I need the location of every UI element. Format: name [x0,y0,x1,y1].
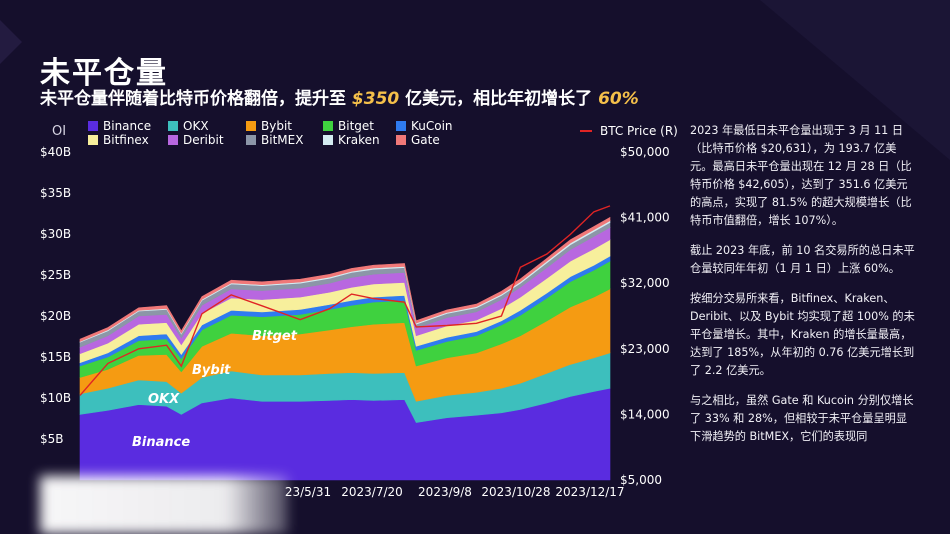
legend-swatch [88,135,98,145]
legend-swatch [246,121,256,131]
legend-item-binance: Binance [88,119,168,133]
legend-swatch [323,121,333,131]
y-right-tick-label: $23,000 [620,342,670,356]
legend-swatch [396,121,406,131]
legend-item-bitfinex: Bitfinex [88,133,168,147]
btc-legend-label: BTC Price (R) [600,124,678,138]
legend-swatch [168,121,178,131]
y-left-tick-label: $5B [40,432,64,446]
legend-label: Gate [411,133,440,147]
y-axis-left-label: OI [52,124,67,139]
btc-price-line [79,205,611,396]
legend-swatch [323,135,333,145]
y-left-tick-label: $20B [40,309,71,323]
series-label-bitget: Bitget [252,329,298,344]
legend-item-deribit: Deribit [168,133,246,147]
series-label-bybit: Bybit [192,363,231,378]
area-series-gate [79,216,611,343]
x-tick-label: 2023/9/8 [418,485,472,499]
commentary-paragraph: 截止 2023 年底，前 10 名交易所的总日未平仓量较同年年初（1 月 1 日… [690,244,915,275]
legend-label: OKX [183,119,209,133]
subtitle-text-2: 亿美元，相比年初增长了 [399,89,599,109]
y-left-tick-label: $30B [40,227,71,241]
y-right-tick-label: $14,000 [620,407,670,421]
legend-label: Deribit [183,133,224,147]
commentary-paragraph: 2023 年最低日未平仓量出现于 3 月 11 日（比特币价格 $20,631）… [690,124,912,227]
y-right-tick-label: $5,000 [620,473,662,487]
commentary-paragraph: 与之相比，虽然 Gate 和 Kucoin 分别仅增长了 33% 和 28%，但… [690,394,914,443]
y-right-tick-label: $32,000 [620,276,670,290]
subtitle-text-1: 未平仓量伴随着比特币价格翻倍，提升至 [40,89,352,109]
legend-swatch [168,135,178,145]
chart-legend: Binance OKX Bybit Bitget KuCoin Bitfinex Derib… [88,119,488,147]
legend-item-bitmex: BitMEX [246,133,323,147]
y-left-tick-label: $35B [40,186,71,200]
legend-label: Bitget [338,119,374,133]
commentary-paragraph: 按细分交易所来看，Bitfinex、Kraken、Deribit、以及 Bybi… [690,292,915,377]
legend-label: KuCoin [411,119,453,133]
subtitle-highlight-value: $350 [351,89,400,109]
y-left-tick-label: $25B [40,268,71,282]
legend-item-bitget: Bitget [323,119,396,133]
legend-item-kraken: Kraken [323,133,396,147]
legend-label: BitMEX [261,133,304,147]
legend-item-gate: Gate [396,133,476,147]
series-label-okx: OKX [148,392,180,407]
legend-swatch [246,135,256,145]
legend-label: Binance [103,119,152,133]
page-subtitle: 未平仓量伴随着比特币价格翻倍，提升至 $350 亿美元，相比年初增长了 60% [40,84,639,109]
y-left-tick-label: $10B [40,391,71,405]
series-label-binance: Binance [132,435,190,450]
legend-label: Bitfinex [103,133,149,147]
y-right-tick-label: $50,000 [620,145,670,159]
x-tick-label: 2023/10/28 [481,485,550,499]
subtitle-highlight-percent: 60% [598,89,639,109]
y-left-tick-label: $15B [40,350,71,364]
page-title: 未平仓量 [40,56,168,91]
y-left-tick-label: $40B [40,145,71,159]
legend-item-bybit: Bybit [246,119,323,133]
x-tick-label: 23/5/31 [285,485,331,499]
side-commentary: 2023 年最低日未平仓量出现于 3 月 11 日（比特币价格 $20,631）… [690,122,916,458]
btc-line-swatch [580,130,592,132]
legend-label: Bybit [261,119,292,133]
x-tick-label: 2023/7/20 [341,485,403,499]
btc-price-legend: BTC Price (R) [580,124,678,138]
blurred-region [40,476,288,534]
legend-label: Kraken [338,133,380,147]
legend-item-okx: OKX [168,119,246,133]
x-tick-label: 2023/12/17 [555,485,624,499]
y-right-tick-label: $41,000 [620,211,670,225]
legend-swatch [88,121,98,131]
legend-swatch [396,135,406,145]
legend-item-kucoin: KuCoin [396,119,476,133]
